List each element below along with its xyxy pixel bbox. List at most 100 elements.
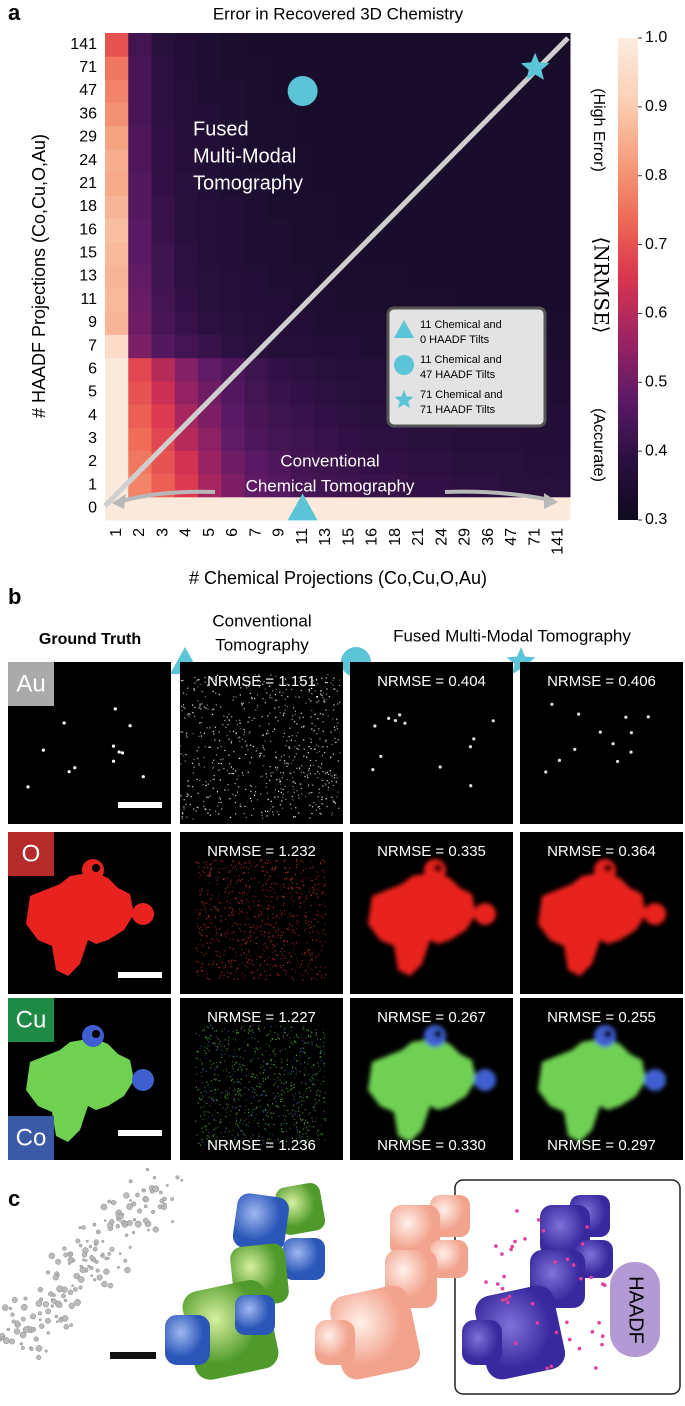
arrow: [444, 489, 551, 502]
cell: [291, 218, 315, 243]
cell: [291, 148, 315, 173]
noise: [254, 1052, 256, 1055]
noise: [241, 1047, 244, 1049]
noise: [209, 922, 211, 924]
noise: [218, 977, 220, 979]
noise: [294, 756, 296, 758]
noise: [299, 966, 301, 969]
noise: [298, 797, 300, 799]
noise: [195, 810, 197, 812]
noise: [245, 957, 247, 959]
noise: [248, 901, 250, 904]
cell: [407, 33, 431, 57]
noise: [283, 1031, 285, 1033]
noise: [233, 696, 235, 698]
noise: [197, 1142, 199, 1144]
noise: [266, 975, 268, 977]
noise: [232, 1074, 234, 1076]
noise: [186, 736, 188, 738]
noise: [182, 755, 184, 757]
noise: [208, 963, 210, 965]
noise: [274, 1055, 277, 1057]
noise: [206, 874, 208, 877]
noise: [210, 942, 212, 944]
noise: [308, 1087, 310, 1089]
noise: [193, 758, 195, 760]
noise: [324, 1062, 326, 1064]
noise: [255, 750, 257, 752]
noise: [312, 931, 314, 933]
noise: [308, 1042, 310, 1044]
noise: [204, 928, 206, 930]
noise: [288, 756, 290, 758]
cell: [244, 264, 269, 289]
noise: [318, 1139, 320, 1141]
atom: [63, 1298, 68, 1303]
atom: [132, 1231, 136, 1235]
noise: [309, 954, 311, 956]
noise: [269, 968, 271, 971]
noise: [249, 926, 251, 928]
noise: [215, 692, 217, 694]
noise: [257, 1057, 259, 1059]
cell: [546, 288, 571, 312]
noise: [212, 1115, 214, 1117]
noise: [290, 897, 292, 899]
noise: [318, 1099, 320, 1102]
cell: [291, 33, 315, 57]
noise: [256, 925, 258, 927]
dot: [26, 785, 30, 789]
noise: [319, 713, 321, 715]
cell: [198, 404, 222, 428]
noise: [286, 765, 288, 767]
atom: [94, 1259, 99, 1264]
noise: [225, 918, 227, 920]
noise: [269, 712, 271, 714]
noise: [284, 955, 286, 957]
noise: [315, 1032, 317, 1034]
cell: [453, 427, 478, 451]
noise: [277, 929, 280, 931]
cell: [453, 195, 478, 220]
cell: [151, 404, 176, 428]
noise: [261, 933, 263, 936]
noise: [282, 692, 284, 694]
noise: [279, 910, 281, 912]
noise: [254, 928, 257, 930]
noise: [326, 805, 328, 808]
noise: [317, 883, 320, 885]
noise: [296, 864, 298, 866]
noise: [228, 1036, 230, 1039]
noise: [216, 963, 218, 966]
noise: [212, 1042, 214, 1045]
noise: [311, 1077, 313, 1079]
noise: [227, 1042, 229, 1044]
column-header: Fused Multi-Modal Tomography: [393, 626, 631, 645]
noise: [209, 872, 211, 874]
atom: [23, 1296, 28, 1301]
noise: [201, 690, 203, 693]
noise: [204, 681, 206, 683]
noise: [260, 905, 262, 908]
legend-label: 71 Chemical and: [420, 389, 503, 401]
noise: [316, 914, 318, 916]
noise: [319, 1052, 322, 1054]
cell: [128, 380, 152, 405]
noise: [242, 1141, 244, 1143]
noise: [299, 768, 301, 770]
noise: [221, 1056, 223, 1059]
noise: [211, 938, 213, 940]
noise: [296, 1121, 298, 1123]
noise: [209, 873, 211, 875]
noise: [291, 795, 293, 798]
noise: [220, 902, 222, 904]
cell: [407, 288, 431, 312]
noise: [243, 1112, 246, 1114]
noise: [243, 1120, 245, 1122]
noise: [250, 1060, 252, 1062]
noise: [217, 908, 219, 910]
particle: [644, 903, 666, 925]
noise: [324, 740, 326, 743]
noise: [307, 965, 309, 967]
atom: [67, 1289, 74, 1295]
